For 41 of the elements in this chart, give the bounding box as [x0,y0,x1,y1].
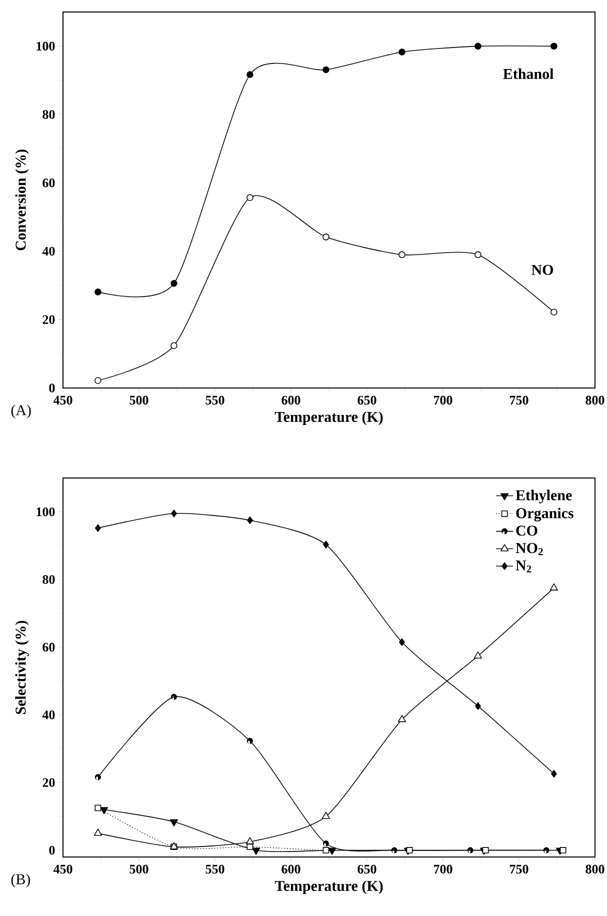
x-tick-label: 700 [434,396,452,405]
x-tick-label: 600 [282,396,300,405]
legend-label: Organics [516,508,574,522]
y-tick-label: 60 [42,642,55,652]
x-tick-label: 800 [586,864,604,874]
x-tick-label: 550 [206,396,224,405]
y-tick-label: 100 [36,507,55,516]
y-axis-title: Selectivity (%) [15,620,29,714]
y-tick-label: 0 [49,846,55,855]
y-axis-title: Conversion (%) [15,150,29,250]
x-tick-label: 450 [53,396,72,405]
x-tick-label: 450 [53,864,72,874]
x-tick-label: 550 [206,864,224,874]
x-tick-label: 700 [434,864,452,874]
y-tick-label: 40 [42,246,55,256]
x-tick-label: 750 [510,864,528,874]
y-tick-label: 0 [49,384,55,392]
text: (A) [11,404,31,418]
y-tick-label: 100 [36,42,55,51]
y-tick-label: 80 [42,110,55,119]
legend-label: NO$_{2}$ [516,543,543,556]
y-tick-label: 80 [42,575,55,584]
x-tick-label: 800 [586,396,604,405]
y-tick-label: 40 [42,710,55,720]
y-tick-label: 60 [42,178,55,188]
series-label: Ethanol [503,68,554,79]
x-tick-label: 600 [282,864,300,874]
x-tick-label: 500 [130,396,148,405]
legend-label: CO [516,526,538,536]
x-tick-label: 750 [510,396,528,405]
y-tick-label: 20 [42,778,55,787]
x-tick-label: 650 [358,864,376,874]
legend-label: Ethylene [516,490,572,504]
x-axis-title: Temperature (K) [274,411,383,426]
x-tick-label: 500 [130,864,148,874]
y-tick-label: 20 [42,315,55,324]
text: (B) [11,874,30,888]
x-axis-title: Temperature (K) [274,880,383,894]
x-tick-label: 650 [358,396,376,405]
series-label: NO [532,264,554,275]
legend-label: N$_{2}$ [516,560,532,572]
